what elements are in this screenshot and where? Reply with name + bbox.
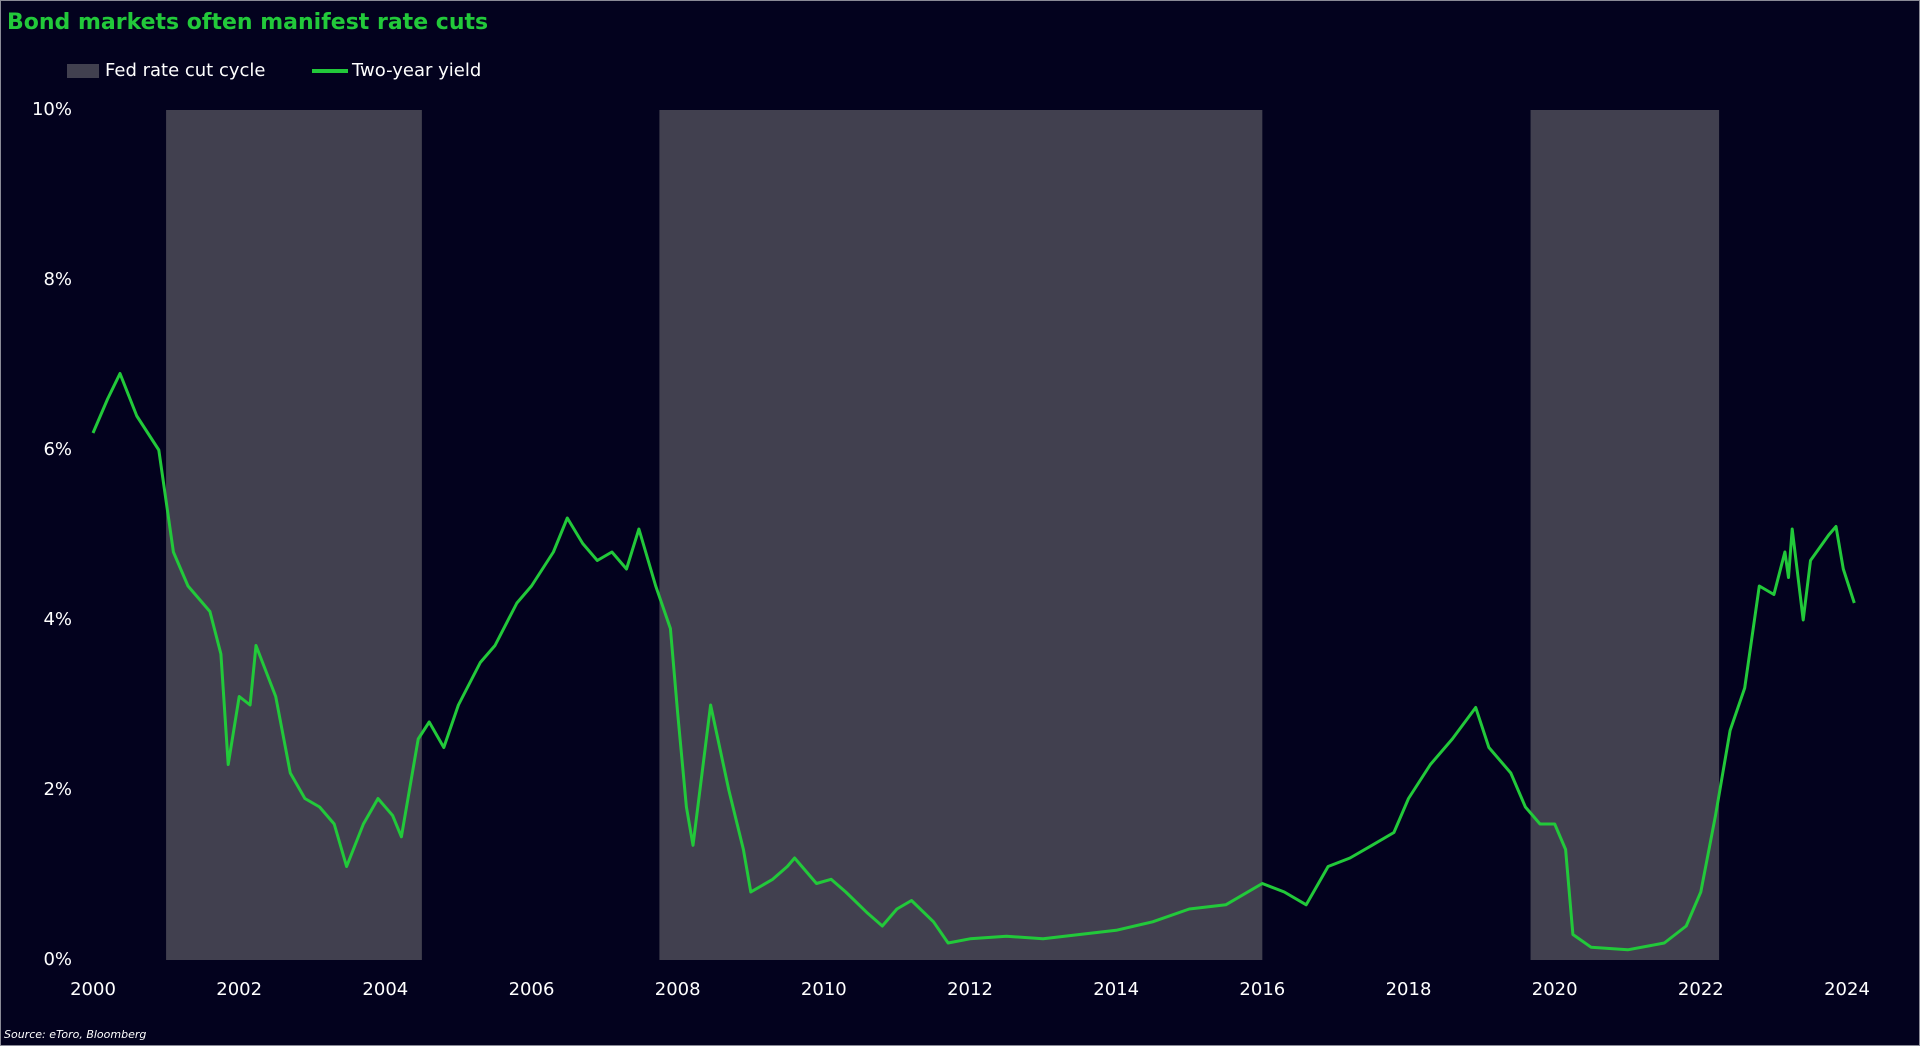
source-note: Source: eToro, Bloomberg: [4, 1028, 146, 1041]
legend-swatch-shade: [67, 64, 99, 78]
rate-cut-region: [166, 110, 422, 960]
y-tick-label: 4%: [43, 609, 72, 630]
x-tick-label: 2018: [1386, 979, 1432, 1000]
chart-title: Bond markets often manifest rate cuts: [7, 10, 488, 35]
rate-cut-region: [659, 110, 1263, 960]
x-tick-label: 2022: [1678, 979, 1724, 1000]
x-tick-label: 2002: [216, 979, 262, 1000]
x-tick-label: 2024: [1824, 979, 1870, 1000]
x-tick-label: 2010: [801, 979, 847, 1000]
x-tick-label: 2014: [1093, 979, 1139, 1000]
x-tick-label: 2008: [655, 979, 701, 1000]
legend-label: Two-year yield: [351, 60, 481, 81]
x-tick-label: 2020: [1532, 979, 1578, 1000]
x-tick-label: 2012: [947, 979, 993, 1000]
yield-line: [91, 372, 1856, 952]
x-tick-label: 2000: [70, 979, 116, 1000]
y-tick-label: 0%: [43, 949, 72, 970]
x-tick-label: 2006: [509, 979, 555, 1000]
x-tick-label: 2016: [1239, 979, 1285, 1000]
x-tick-label: 2004: [362, 979, 408, 1000]
legend-label: Fed rate cut cycle: [105, 60, 265, 81]
rate-cut-region: [1530, 110, 1720, 960]
y-tick-label: 6%: [43, 439, 72, 460]
y-tick-label: 2%: [43, 779, 72, 800]
y-tick-label: 10%: [32, 99, 72, 120]
y-tick-label: 8%: [43, 269, 72, 290]
